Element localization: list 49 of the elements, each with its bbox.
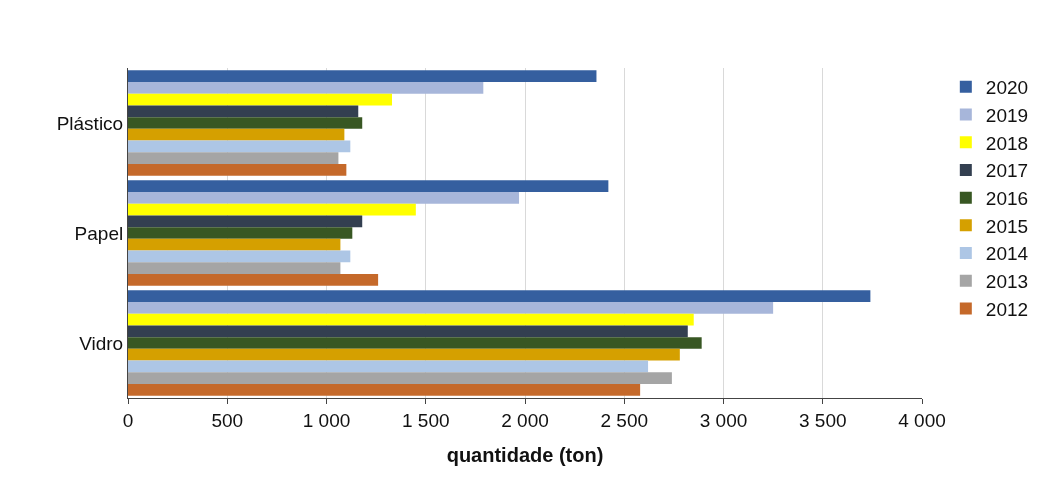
x-tick-label: 500 [211,409,244,431]
bar [128,93,393,106]
bar [128,140,351,153]
bar [128,274,379,286]
bar [128,238,341,251]
bar [128,325,688,338]
legend-label: 2018 [985,132,1029,154]
bar [128,117,363,129]
x-tick-label: 4 000 [898,409,946,431]
x-tick-label: 1 000 [302,409,351,431]
bar [128,70,597,82]
x-tick-label: 3 000 [699,409,748,431]
y-tick-label: Papel [74,222,124,244]
legend-label: 2016 [985,188,1029,210]
bar [128,384,641,396]
bar [128,215,363,228]
x-tick-label: 2 000 [501,409,549,431]
y-tick-label: Plástico [56,112,124,134]
legend-label: 2020 [985,77,1029,99]
bar [128,348,680,361]
bar [128,203,416,216]
legend-label: 2015 [985,215,1029,237]
bar [128,81,484,94]
bar [128,250,351,263]
legend-label: 2012 [985,298,1029,320]
legend-label: 2014 [985,243,1029,265]
bar [128,128,345,141]
legend-label: 2013 [985,271,1029,293]
bar [128,152,339,165]
x-axis-title: quantidade (ton) [446,444,604,467]
legend-label: 2019 [985,104,1029,126]
x-tick-label: 1 500 [401,409,450,431]
x-tick-label: 0 [122,409,134,431]
x-tick-label: 3 500 [798,409,847,431]
bar [128,301,774,314]
bar [128,372,672,385]
bar [128,164,347,176]
bar [128,227,353,239]
bar [128,313,694,326]
legend-label: 2017 [985,160,1029,182]
bar [128,360,649,373]
bar [128,191,520,204]
y-tick-label: Vidro [79,332,124,354]
bar [128,262,341,275]
bar [128,105,359,118]
bar [128,290,871,302]
bar [128,180,609,192]
bar [128,337,702,349]
x-tick-label: 2 500 [600,409,649,431]
